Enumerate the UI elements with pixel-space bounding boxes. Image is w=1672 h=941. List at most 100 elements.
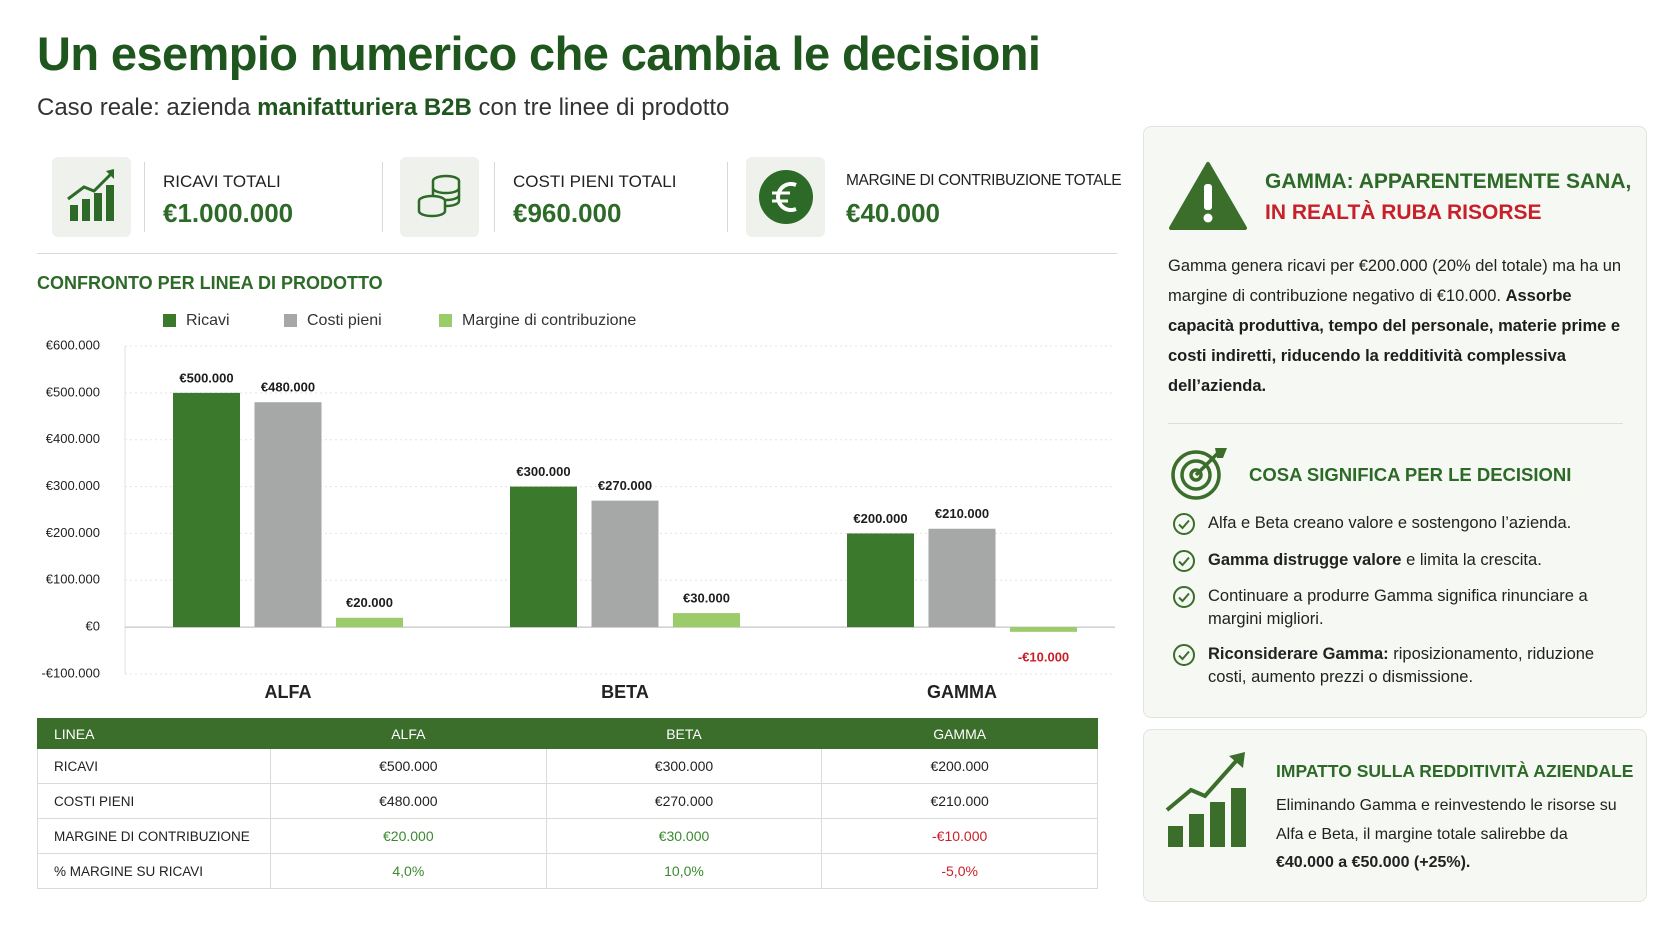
decision-emphasis: Riconsiderare Gamma: [1208, 645, 1389, 663]
decision-text: Gamma distrugge valore e limita la cresc… [1208, 549, 1627, 572]
kpi-label: COSTI PIENI TOTALI [513, 172, 677, 191]
subtitle-text: Caso reale: azienda [37, 94, 258, 121]
y-tick-label: €0 [86, 619, 100, 634]
decision-body: Continuare a produrre Gamma significa ri… [1208, 587, 1588, 628]
y-tick-label: €300.000 [46, 478, 100, 493]
legend-label: Margine di contribuzione [462, 312, 636, 329]
title: Un esempio numerico che cambia le decisi… [37, 27, 1041, 80]
header-cell: GAMMA [821, 718, 1098, 749]
table-cell: €500.000 [270, 748, 547, 784]
panel-title-alert: IN REALTÀ RUBA RISORSE [1265, 201, 1542, 224]
body-emphasis: €40.000 a €50.000 (+25%). [1276, 854, 1471, 871]
table-cell: COSTI PIENI [37, 783, 271, 819]
body-text: Gamma genera ricavi per €200.000 (20% de… [1168, 257, 1622, 305]
table-cell: 4,0% [270, 853, 547, 889]
check-icon [1173, 586, 1195, 608]
table-cell: €20.000 [270, 818, 547, 854]
decision-body: e limita la crescita. [1401, 551, 1542, 569]
section-title: COSA SIGNIFICA PER LE DECISIONI [1249, 464, 1572, 485]
legend-swatch [439, 314, 452, 327]
legend-swatch [284, 314, 297, 327]
check-icon [1173, 513, 1195, 535]
legend-label: Ricavi [186, 312, 230, 329]
y-tick-label: -€100.000 [41, 665, 100, 680]
decision-item: Alfa e Beta creano valore e sostengono l… [1172, 512, 1627, 535]
decision-text: Riconsiderare Gamma: riposizionamento, r… [1208, 643, 1627, 689]
divider [1168, 423, 1623, 424]
y-tick-label: €600.000 [46, 337, 100, 352]
bar [254, 402, 322, 628]
table-row: % MARGINE SU RICAVI 4,0% 10,0% -5,0% [37, 853, 1098, 889]
icon [417, 174, 461, 218]
separator [382, 162, 383, 232]
decision-item: Continuare a produrre Gamma significa ri… [1172, 585, 1627, 631]
subtitle-emphasis: manifatturiera B2B [257, 94, 472, 121]
x-tick-label: GAMMA [927, 682, 997, 702]
table-row: RICAVI €500.000 €300.000 €200.000 [37, 748, 1098, 784]
impact-text: Eliminando Gamma e reinvestendo le risor… [1276, 792, 1626, 878]
table-cell: -€10.000 [821, 818, 1098, 854]
kpi-icon [400, 157, 479, 237]
icon [67, 169, 114, 221]
panel [1143, 729, 1647, 902]
data-label: €300.000 [516, 464, 570, 479]
data-label: €500.000 [179, 370, 233, 385]
header-cell: LINEA [37, 718, 271, 749]
icon [759, 170, 813, 224]
data-label: €210.000 [935, 506, 989, 521]
table-row: MARGINE DI CONTRIBUZIONE €20.000 €30.000 -€… [37, 818, 1098, 854]
decision-emphasis: Gamma distrugge valore [1208, 551, 1402, 569]
kpi-icon [52, 157, 131, 237]
kpi-label: MARGINE DI CONTRIBUZIONE TOTALE [846, 172, 1122, 189]
decision-text: Continuare a produrre Gamma significa ri… [1208, 585, 1627, 631]
bar [591, 500, 659, 628]
table-cell: €30.000 [545, 818, 823, 854]
x-tick-label: BETA [601, 682, 649, 702]
subtitle: Caso reale: azienda manifatturiera B2B c… [37, 94, 729, 122]
subtitle-text: con tre linee di prodotto [471, 94, 730, 121]
x-tick-label: ALFA [265, 682, 312, 702]
y-tick-label: €400.000 [46, 431, 100, 446]
separator [727, 162, 728, 232]
data-label: €200.000 [853, 511, 907, 526]
bar [173, 392, 240, 628]
separator [494, 162, 495, 232]
kpi-value: €40.000 [846, 198, 940, 228]
panel-body: Gamma genera ricavi per €200.000 (20% de… [1168, 251, 1628, 401]
target-icon [1171, 448, 1227, 500]
body-text: Eliminando Gamma e reinvestendo le risor… [1276, 797, 1617, 843]
table-cell: MARGINE DI CONTRIBUZIONE [37, 818, 271, 854]
table-cell: €210.000 [821, 783, 1098, 819]
decision-body: riposizionamento, riduzione costi, aumen… [1208, 645, 1595, 686]
table-cell: % MARGINE SU RICAVI [37, 853, 271, 889]
table-cell: €270.000 [545, 783, 823, 819]
decision-body: Alfa e Beta creano valore e sostengono l… [1208, 514, 1572, 532]
bar [673, 613, 740, 628]
table-cell: 10,0% [545, 853, 823, 889]
legend-swatch [163, 314, 176, 327]
body-emphasis: Assorbe capacità produttiva, tempo del p… [1168, 287, 1621, 395]
panel-title: GAMMA: APPARENTEMENTE SANA, [1265, 170, 1632, 193]
table-cell: €200.000 [821, 748, 1098, 784]
bar [336, 617, 403, 628]
check-icon [1173, 550, 1195, 572]
kpi-icon [746, 157, 825, 237]
data-label: €20.000 [346, 595, 393, 610]
table-cell: RICAVI [37, 748, 271, 784]
bar [847, 533, 914, 628]
data-label: -€10.000 [1018, 649, 1069, 664]
divider [37, 253, 1117, 254]
kpi-label: RICAVI TOTALI [163, 172, 281, 191]
table-cell: €480.000 [270, 783, 547, 819]
kpi-value: €960.000 [513, 198, 622, 228]
bar [510, 486, 577, 628]
bar [928, 528, 996, 628]
table-cell: €300.000 [545, 748, 823, 784]
decision-item: Gamma distrugge valore e limita la cresc… [1172, 549, 1627, 572]
y-tick-label: €500.000 [46, 384, 100, 399]
decision-text: Alfa e Beta creano valore e sostengono l… [1208, 512, 1627, 535]
legend-label: Costi pieni [307, 312, 382, 329]
header-cell: ALFA [270, 718, 547, 749]
check-icon [1173, 644, 1195, 666]
